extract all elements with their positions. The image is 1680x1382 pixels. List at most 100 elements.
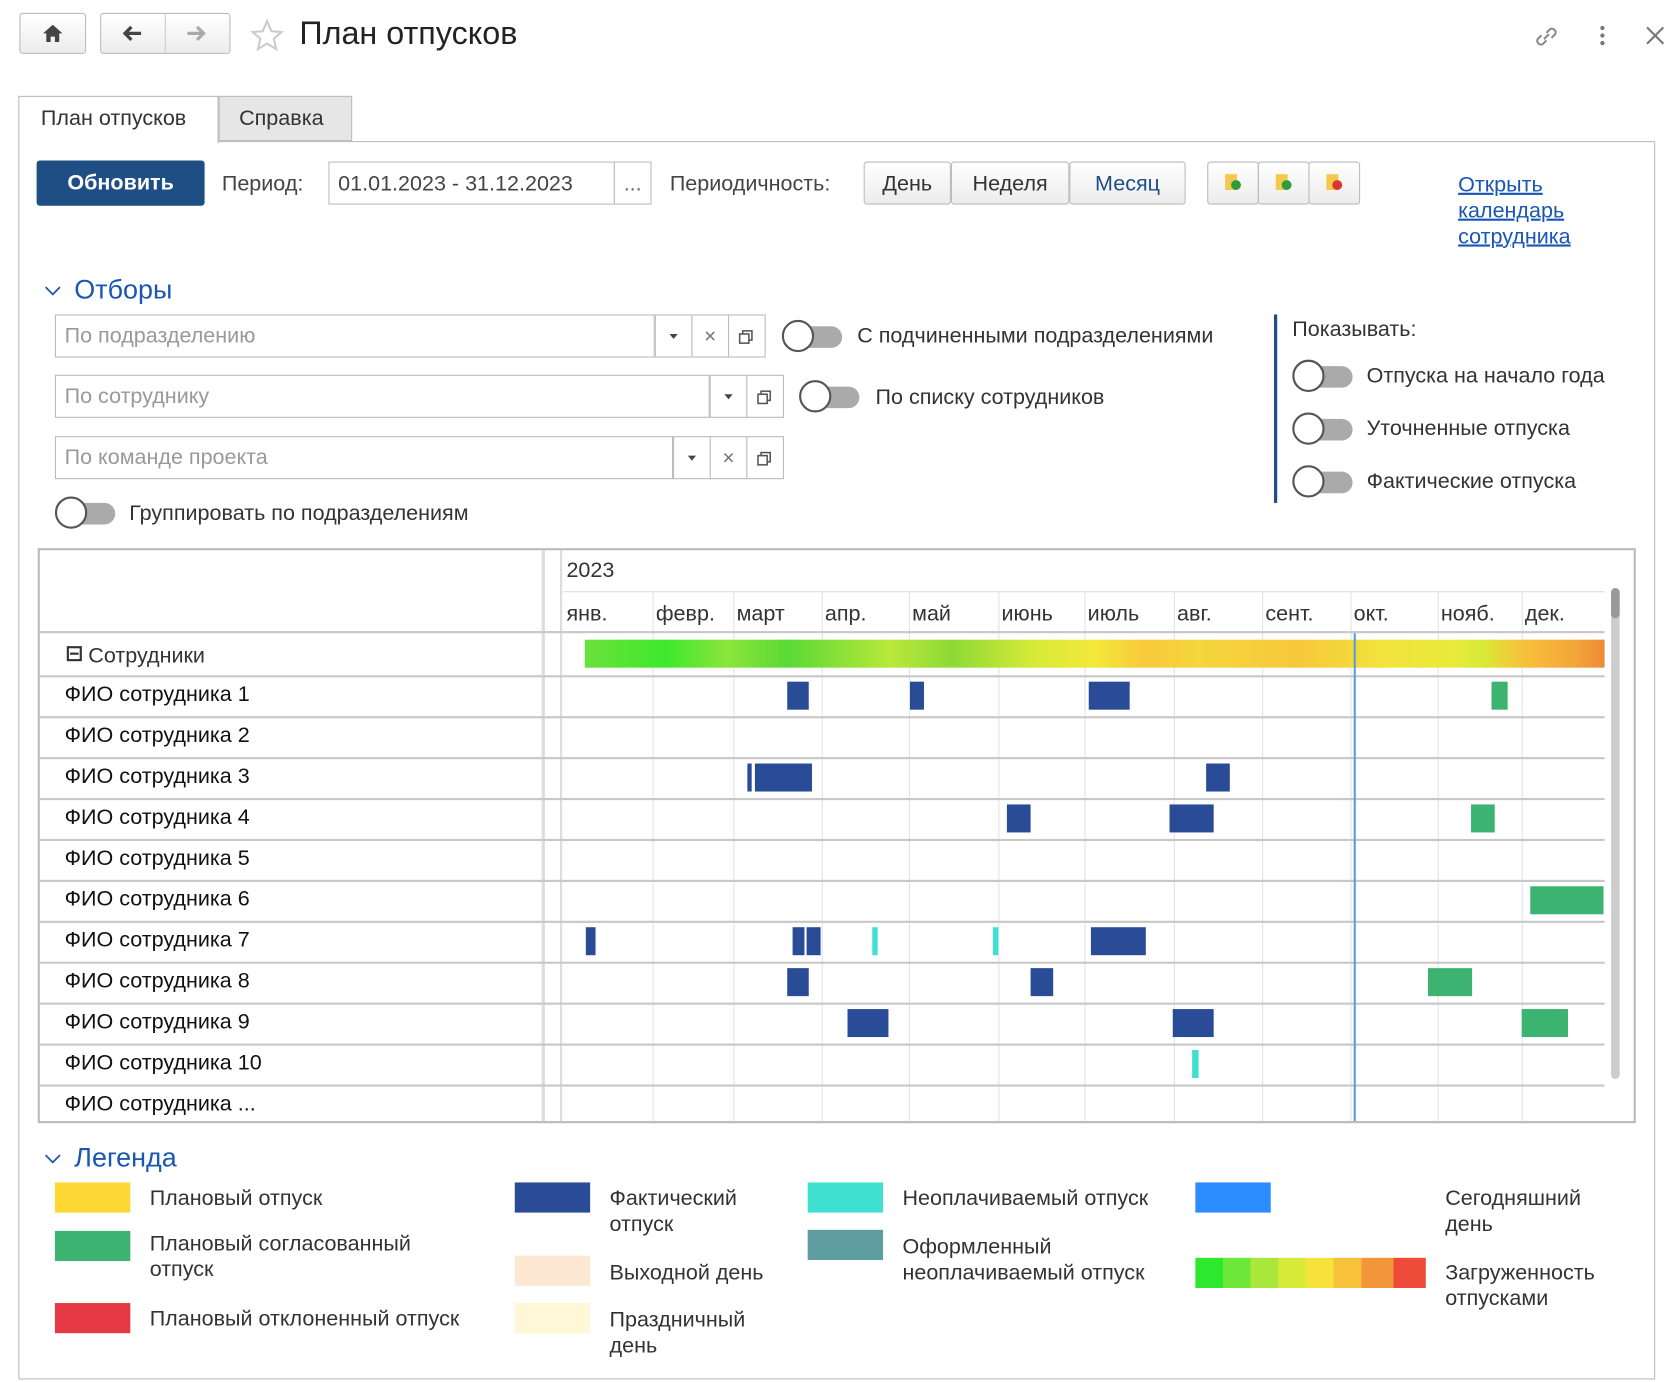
link-icon[interactable]: [1531, 22, 1561, 52]
vacation-bar[interactable]: [787, 968, 809, 997]
back-icon[interactable]: [118, 20, 146, 46]
vacation-bar[interactable]: [847, 1009, 889, 1038]
legend-swatch: [514, 1303, 591, 1334]
legend-swatch: [1195, 1257, 1426, 1288]
tab-active[interactable]: План отпусков: [18, 95, 219, 144]
group-label[interactable]: Сотрудники: [88, 643, 205, 668]
period-button[interactable]: ...: [613, 161, 652, 205]
open-button[interactable]: [746, 374, 784, 418]
vacation-bar[interactable]: [792, 927, 805, 956]
vacation-bar[interactable]: [909, 681, 924, 710]
vacation-bar[interactable]: [747, 763, 752, 792]
hline: [39, 1084, 1605, 1087]
toggle[interactable]: [1292, 412, 1354, 445]
group-toggle-icon[interactable]: [66, 646, 82, 662]
vacation-bar[interactable]: [1427, 968, 1473, 997]
toggle[interactable]: [54, 496, 117, 529]
month-line: [1084, 591, 1086, 1122]
vacation-bar[interactable]: [806, 927, 821, 956]
vacation-bar[interactable]: [1090, 927, 1146, 956]
vacation-bar[interactable]: [1030, 968, 1054, 997]
month-label: март: [736, 601, 785, 626]
vacation-bar[interactable]: [585, 927, 596, 956]
filter-field[interactable]: По сотруднику: [54, 374, 710, 418]
dropdown-button[interactable]: [654, 314, 693, 358]
vacation-bar[interactable]: [1206, 763, 1230, 792]
vacation-bar[interactable]: [1088, 681, 1130, 710]
vacation-bar[interactable]: [787, 681, 809, 710]
clear-button[interactable]: [691, 314, 730, 358]
show-label: Показывать:: [1292, 317, 1417, 342]
periodicity-button[interactable]: День: [863, 161, 951, 205]
tab[interactable]: Справка: [218, 95, 353, 142]
tool-icon: [1271, 171, 1297, 195]
periodicity-label: Периодичность:: [669, 172, 831, 196]
employee-name[interactable]: ФИО сотрудника 5: [64, 846, 250, 871]
employee-name[interactable]: ФИО сотрудника 2: [64, 723, 250, 748]
toggle[interactable]: [1292, 359, 1354, 392]
month-label: сент.: [1265, 601, 1314, 626]
legend-label: Выходной день: [609, 1261, 764, 1285]
employee-name[interactable]: ФИО сотрудника 7: [64, 928, 250, 952]
vacation-bar[interactable]: [1491, 681, 1508, 710]
page-title: План отпусков: [299, 16, 518, 52]
filter-field[interactable]: По команде проекта: [54, 436, 674, 480]
vacation-bar[interactable]: [992, 927, 999, 956]
toggle[interactable]: [799, 380, 861, 413]
toggle[interactable]: [781, 319, 844, 353]
vacation-bar[interactable]: [1169, 804, 1214, 833]
legend-label: Оформленный неоплачиваемый отпуск: [902, 1235, 1145, 1285]
periodicity-button[interactable]: Неделя: [950, 161, 1070, 205]
employee-name[interactable]: ФИО сотрудника ...: [64, 1091, 256, 1116]
hline: [39, 716, 1605, 719]
employee-name[interactable]: ФИО сотрудника 9: [64, 1010, 250, 1034]
employee-name[interactable]: ФИО сотрудника 10: [64, 1051, 262, 1075]
vacation-bar[interactable]: [1521, 1009, 1568, 1038]
vacation-bar[interactable]: [754, 763, 812, 792]
vacation-bar[interactable]: [1172, 1009, 1214, 1038]
dropdown-button[interactable]: [709, 374, 748, 418]
employee-name[interactable]: ФИО сотрудника 1: [64, 682, 250, 707]
vacation-bar[interactable]: [1192, 1049, 1199, 1078]
month-label: янв.: [566, 601, 608, 626]
employee-name[interactable]: ФИО сотрудника 6: [64, 887, 250, 912]
close-icon[interactable]: [1641, 22, 1669, 50]
employee-name[interactable]: ФИО сотрудника 4: [64, 805, 250, 830]
clear-button[interactable]: [709, 436, 748, 480]
load-heatmap: [584, 639, 1605, 668]
legend-swatch: [54, 1303, 131, 1334]
legend-swatch: [807, 1182, 884, 1213]
month-line: [1521, 591, 1523, 1122]
month-line: [1350, 591, 1352, 1122]
refresh-button[interactable]: Обновить: [36, 160, 205, 206]
calendar-link[interactable]: Открыть календарь сотрудника: [1458, 173, 1571, 249]
toggle-knob: [1292, 359, 1325, 392]
hline: [39, 631, 1605, 634]
collapse-icon[interactable]: [41, 280, 65, 302]
employee-name[interactable]: ФИО сотрудника 8: [64, 969, 250, 993]
vacation-bar[interactable]: [1006, 804, 1031, 833]
star-icon[interactable]: [250, 18, 285, 52]
open-button[interactable]: [746, 436, 784, 480]
legend-label: Фактический отпуск: [609, 1186, 737, 1237]
tool-button[interactable]: [1257, 161, 1310, 205]
period-field[interactable]: 01.01.2023 - 31.12.2023: [328, 161, 615, 205]
collapse-icon[interactable]: [41, 1148, 65, 1170]
today-line: [1353, 633, 1356, 1122]
dropdown-button[interactable]: [673, 436, 711, 480]
vacation-bar[interactable]: [1471, 804, 1495, 833]
scrollbar[interactable]: [1611, 587, 1620, 1080]
employee-name[interactable]: ФИО сотрудника 3: [64, 764, 250, 789]
periodicity-button[interactable]: Месяц: [1069, 161, 1186, 205]
toggle[interactable]: [1292, 465, 1354, 498]
toggle-knob: [1292, 412, 1325, 445]
hline: [39, 961, 1605, 964]
more-icon[interactable]: [1590, 22, 1616, 50]
vacation-bar[interactable]: [1530, 886, 1604, 915]
scrollbar-thumb[interactable]: [1611, 587, 1620, 619]
open-button[interactable]: [727, 314, 766, 358]
filter-field[interactable]: По подразделению: [54, 314, 655, 358]
forward-icon[interactable]: [182, 20, 210, 46]
vacation-bar[interactable]: [872, 927, 878, 956]
